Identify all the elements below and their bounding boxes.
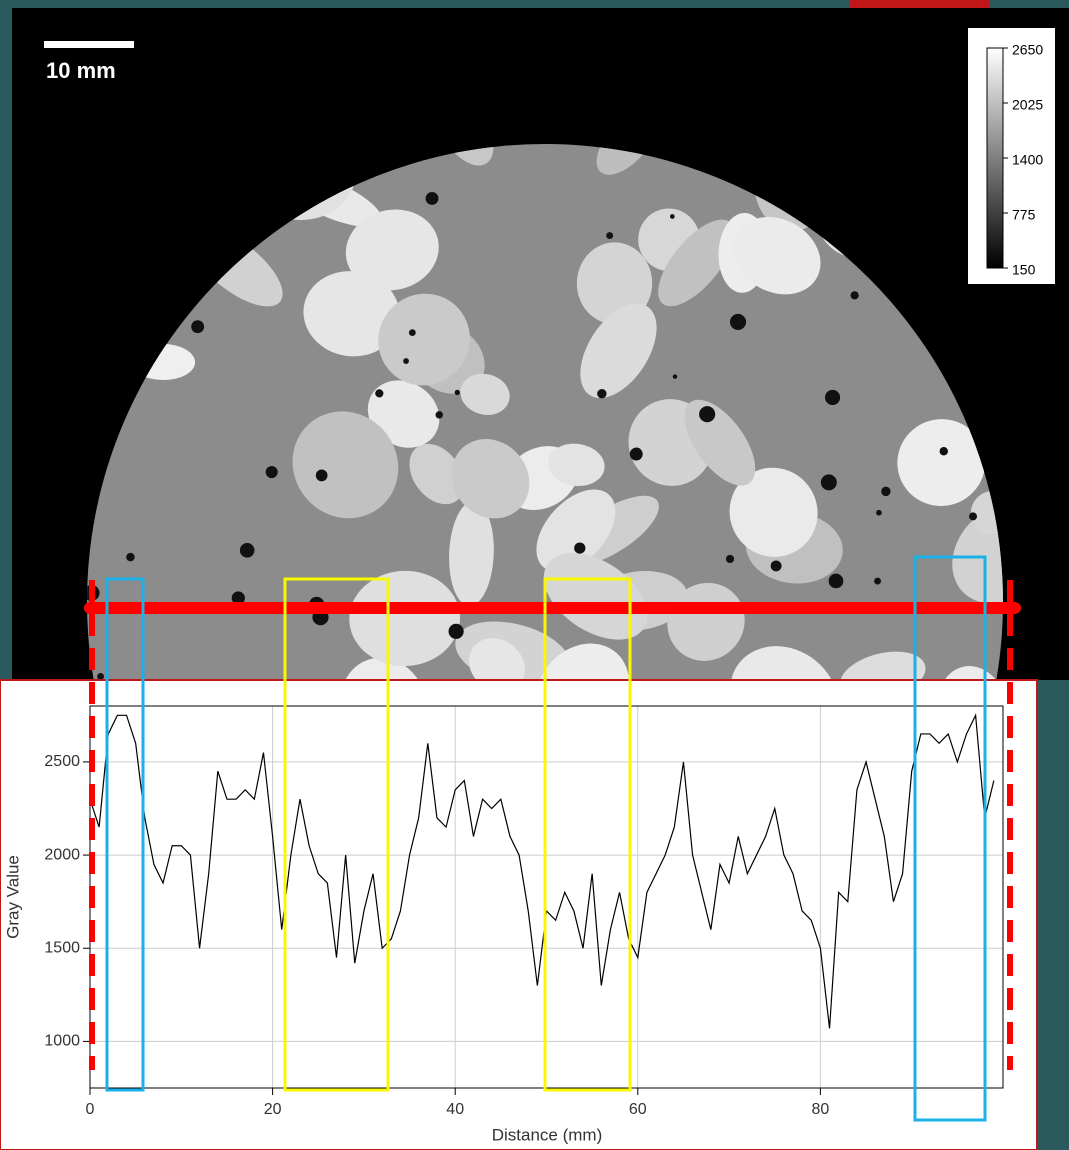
x-tick-label: 20 — [264, 1101, 282, 1118]
pore — [730, 314, 746, 330]
pore — [606, 232, 613, 239]
colorbar-tick-label: 775 — [1012, 207, 1036, 223]
pore — [874, 578, 881, 585]
pore — [881, 487, 890, 496]
pore — [630, 448, 643, 461]
pore — [825, 390, 840, 405]
pore — [574, 542, 585, 553]
pore — [449, 624, 464, 639]
pore — [829, 574, 844, 589]
pore — [436, 411, 443, 418]
x-tick-label: 60 — [629, 1101, 647, 1118]
pore — [316, 470, 328, 482]
pore — [876, 510, 882, 516]
frame-accent — [850, 0, 990, 8]
colorbar-tick-label: 1400 — [1012, 152, 1043, 168]
x-tick-label: 40 — [446, 1101, 464, 1118]
plot-panel — [0, 680, 1037, 1150]
x-tick-label: 0 — [86, 1101, 95, 1118]
pore — [240, 543, 255, 558]
pore — [673, 374, 677, 378]
pore — [726, 555, 734, 563]
x-axis-label: Distance (mm) — [492, 1125, 603, 1144]
pore — [403, 358, 409, 364]
pore — [771, 560, 782, 571]
page: 10 mm 2650 2025 1400 775 150 0 20 40 60 80 1000 15… — [0, 0, 1069, 1150]
y-tick-label: 2500 — [44, 753, 80, 770]
pore — [426, 192, 439, 205]
scale-bar — [44, 41, 134, 48]
pore — [940, 447, 948, 455]
pore — [597, 389, 606, 398]
pore — [670, 214, 675, 219]
pore — [266, 466, 278, 478]
pore — [455, 390, 460, 395]
y-tick-label: 2000 — [44, 846, 80, 863]
colorbar-tick-label: 2025 — [1012, 97, 1043, 113]
y-tick-label: 1500 — [44, 939, 80, 956]
pore — [851, 291, 859, 299]
colorbar-tick-label: 2650 — [1012, 42, 1043, 58]
colorbar — [987, 48, 1003, 268]
scale-bar-label: 10 mm — [46, 58, 116, 83]
pore — [699, 406, 715, 422]
x-tick-label: 80 — [812, 1101, 830, 1118]
pore — [969, 512, 977, 520]
pore — [97, 673, 104, 680]
figure: 10 mm 2650 2025 1400 775 150 0 20 40 60 80 1000 15… — [0, 0, 1069, 1150]
pore — [191, 320, 204, 333]
colorbar-tick-label: 150 — [1012, 262, 1036, 278]
y-tick-label: 1000 — [44, 1033, 80, 1050]
pore — [375, 389, 383, 397]
pore — [409, 329, 416, 336]
pore — [126, 553, 134, 561]
pore — [821, 474, 837, 490]
y-axis-label: Gray Value — [3, 855, 22, 939]
